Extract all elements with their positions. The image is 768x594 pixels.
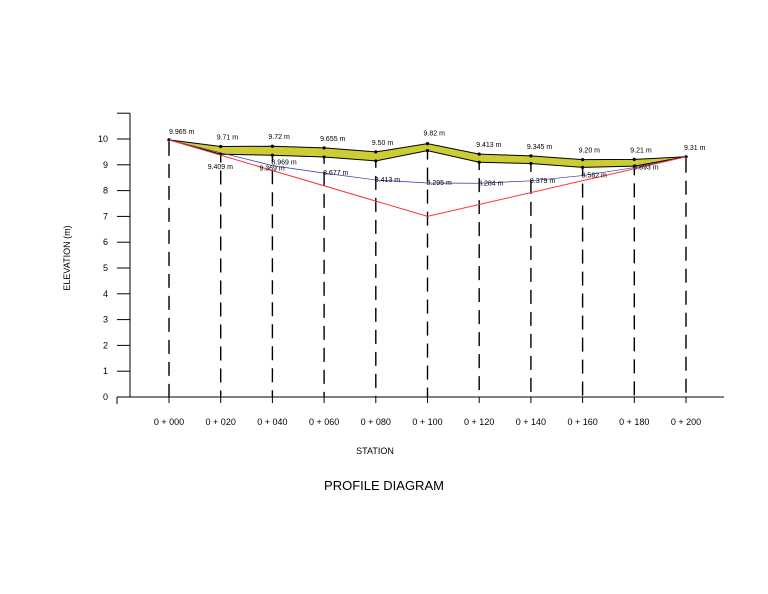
series-point (425, 142, 430, 146)
y-tick-label: 2 (103, 340, 108, 350)
point-label: 9.413 m (476, 142, 501, 149)
x-tick-label: 0 + 180 (619, 417, 649, 427)
x-tick-label: 0 + 160 (567, 417, 597, 427)
series-point (632, 157, 636, 161)
series-point (581, 165, 585, 169)
point-label: 9.409 m (208, 164, 233, 171)
point-label: 9.20 m (579, 148, 601, 155)
y-axis-title: ELEVATION (m) (62, 225, 72, 290)
x-tick-label: 0 + 040 (257, 417, 287, 427)
y-tick-label: 7 (103, 211, 108, 221)
point-label: 9.82 m (424, 131, 446, 138)
point-label: 9.345 m (527, 144, 552, 151)
x-tick-label: 0 + 100 (412, 417, 442, 427)
x-axis-title: STATION (356, 446, 394, 456)
x-tick-label: 0 + 060 (309, 417, 339, 427)
point-label: 8.413 m (375, 177, 400, 184)
fill-layer (169, 139, 686, 168)
y-tick-label: 6 (103, 237, 108, 247)
series-point (374, 159, 378, 163)
series-point (529, 154, 533, 158)
fill-band (169, 139, 686, 168)
point-label: 8.379 m (530, 178, 555, 185)
point-label: 9.655 m (320, 136, 345, 143)
y-tick-label: 0 (103, 392, 108, 402)
series-point (270, 144, 274, 148)
point-label: 8.677 m (323, 170, 348, 177)
point-label: 9.71 m (217, 134, 239, 141)
series-line-3 (168, 139, 687, 184)
x-tick-label: 0 + 120 (464, 417, 494, 427)
point-label: 8.893 m (633, 165, 658, 172)
diagram-title: PROFILE DIAGRAM (324, 478, 444, 493)
series-point (477, 160, 481, 164)
series-point (581, 158, 585, 162)
point-label: 9.72 m (268, 134, 290, 141)
series-point (477, 152, 481, 156)
y-tick-label: 1 (103, 366, 108, 376)
y-tick-label: 9 (103, 160, 108, 170)
labels-layer: 9.965 m 9.71 m 9.72 m 9.655 m 9.50 m 9.82 m 9.… (169, 129, 706, 187)
series-line-4 (168, 139, 687, 217)
lines-layer (167, 138, 688, 217)
x-tick-label: 0 + 140 (516, 417, 546, 427)
axes: 0 1 2 3 4 5 6 7 8 9 10 0 + 000 0 + 020 0 + 040 0 + 060… (98, 112, 724, 427)
series-point (374, 150, 378, 154)
y-tick-label: 5 (103, 263, 108, 273)
y-tick-label: 8 (103, 186, 108, 196)
series-point (270, 153, 274, 157)
series-point (425, 149, 430, 153)
series-point (632, 164, 636, 168)
point-label: 9.369 m (259, 165, 284, 172)
series-point (322, 146, 326, 150)
series-point (167, 138, 171, 142)
series-point (529, 161, 533, 166)
series-point (322, 155, 326, 159)
point-label: 9.21 m (630, 147, 652, 154)
x-tick-label: 0 + 200 (671, 417, 701, 427)
point-label: 8.295 m (427, 180, 452, 187)
y-tick-label: 4 (103, 289, 108, 299)
x-tick-label: 0 + 020 (206, 417, 236, 427)
y-tick-label: 3 (103, 315, 108, 325)
point-label: 9.31 m (684, 145, 706, 152)
point-label: 8.969 m (271, 159, 296, 166)
series-point (219, 144, 223, 149)
x-tick-label: 0 + 000 (154, 417, 184, 427)
y-tick-label: 10 (98, 134, 108, 144)
point-label: 8.582 m (582, 173, 607, 180)
x-tick-label: 0 + 080 (361, 417, 391, 427)
point-label: 8.284 m (478, 180, 503, 187)
point-label: 9.965 m (169, 129, 194, 136)
point-label: 9.50 m (372, 140, 394, 147)
